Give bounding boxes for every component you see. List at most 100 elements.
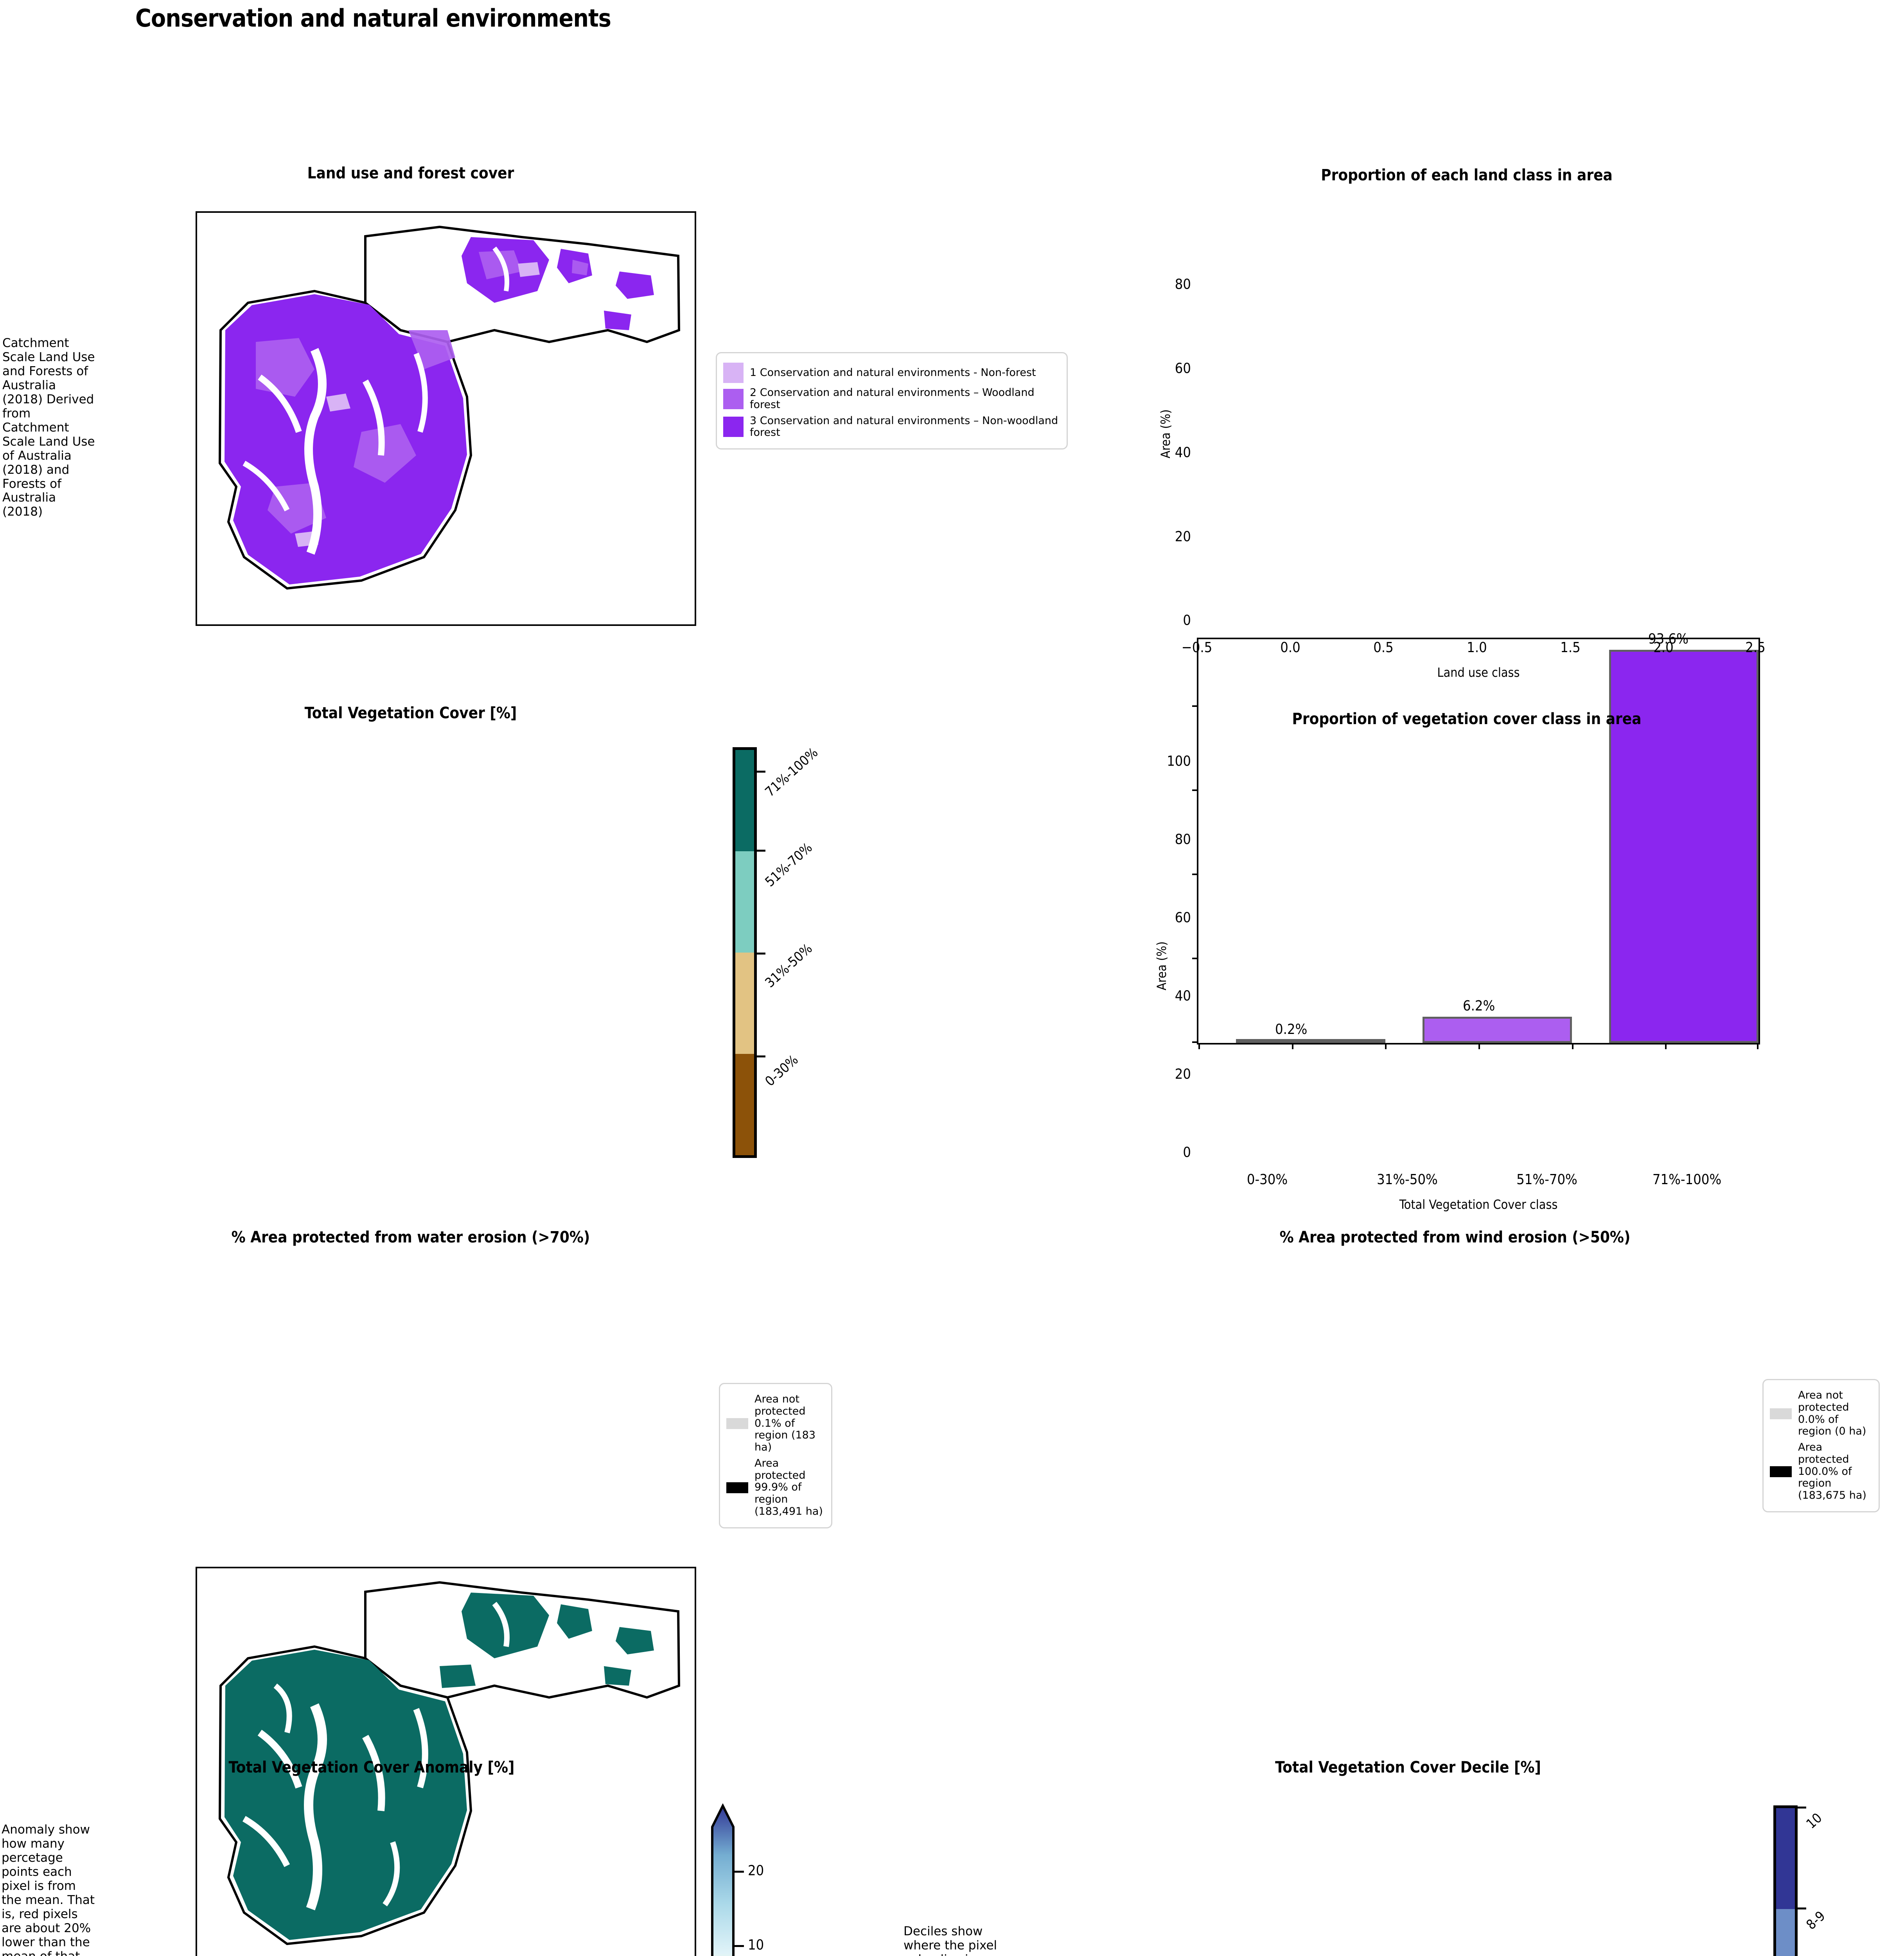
colorbar-label-10: 10 <box>748 1937 764 1953</box>
veg-cover-map-canvas <box>218 1581 681 1945</box>
x-tick-mark <box>1757 1043 1759 1049</box>
bar-class-0 <box>1236 1039 1385 1043</box>
decile-colorbar <box>1773 1805 1798 1956</box>
colorbar-band-8-9 <box>1776 1909 1795 1956</box>
colorbar-band-71-100 <box>735 750 754 851</box>
legend-label: 3 Conservation and natural environments … <box>750 414 1058 439</box>
legend-item: Area protected 100.0% of region (183,675… <box>1770 1441 1872 1502</box>
veg-cover-map[interactable] <box>196 1567 696 1956</box>
colorbar-tick <box>757 771 765 773</box>
x-tick-mark <box>1572 1043 1573 1049</box>
x-tick-mark <box>1292 1043 1293 1049</box>
legend-label: 1 Conservation and natural environments … <box>750 366 1036 379</box>
x-tick-mark <box>1478 1043 1480 1049</box>
x-tick-mark <box>1385 1043 1387 1049</box>
y-tick-label: 80 <box>1175 276 1191 293</box>
land-use-map-caption: Catchment Scale Land Use and Forests of … <box>2 336 95 519</box>
colorbar-label-51-70: 51%-70% <box>762 840 815 890</box>
legend-item: Area not protected 0.0% of region (0 ha) <box>1770 1389 1872 1438</box>
legend-item: 3 Conservation and natural environments … <box>723 415 1060 439</box>
colorbar-band-0-30 <box>735 1054 754 1155</box>
colorbar-label-20: 20 <box>748 1863 764 1879</box>
colorbar-tick <box>757 953 765 955</box>
bar-label-class-1: 6.2% <box>1463 998 1495 1014</box>
veg-class-chart-title: Proportion of vegetation cover class in … <box>1292 710 1642 728</box>
y-tick-mark <box>1192 705 1198 707</box>
legend-swatch-class3 <box>723 417 744 437</box>
x-tick-mark <box>1198 1043 1200 1049</box>
colorbar-label-71-100: 71%-100% <box>762 744 821 800</box>
x-tick-label: 1.0 <box>1467 640 1487 656</box>
y-tick-mark <box>1192 874 1198 875</box>
legend-label: Area not protected 0.1% of region (183 h… <box>754 1393 816 1454</box>
legend-label: Area protected 100.0% of region (183,675… <box>1798 1441 1866 1502</box>
y-tick-label: 80 <box>1175 831 1191 848</box>
land-class-chart-plot[interactable]: 0.2% 6.2% 93.6% <box>1192 631 1760 1049</box>
x-axis-label: Land use class <box>1437 665 1520 680</box>
water-erosion-map-title: % Area protected from water erosion (>70… <box>231 1228 590 1246</box>
y-tick-label: 100 <box>1167 753 1191 769</box>
y-tick-label: 60 <box>1175 360 1191 377</box>
legend-swatch-protected <box>726 1482 748 1493</box>
veg-cover-colorbar <box>733 747 757 1158</box>
y-tick-mark <box>1192 1041 1198 1043</box>
bar-class-2 <box>1609 650 1759 1043</box>
colorbar-band-51-70 <box>735 851 754 953</box>
x-tick-label: −0.5 <box>1181 640 1212 656</box>
y-tick-mark <box>1192 789 1198 791</box>
x-tick-label: 2.5 <box>1745 640 1766 656</box>
colorbar-tick <box>1798 1907 1806 1909</box>
anomaly-map-caption: Anomaly show how many percetage points e… <box>2 1823 95 1956</box>
legend-label: 2 Conservation and natural environments … <box>750 387 1035 411</box>
colorbar-tick <box>757 1055 765 1057</box>
colorbar-label-31-50: 31%-50% <box>762 940 815 991</box>
colorbar-tick <box>735 1945 744 1947</box>
y-tick-label: 0 <box>1183 612 1191 629</box>
decile-map-title: Total Vegetation Cover Decile [%] <box>1275 1758 1541 1776</box>
land-use-map-title: Land use and forest cover <box>307 164 514 182</box>
bar-class-1 <box>1423 1017 1572 1043</box>
veg-cover-map-title: Total Vegetation Cover [%] <box>304 704 517 722</box>
legend-label: Area protected 99.9% of region (183,491 … <box>754 1457 823 1517</box>
land-use-legend: 1 Conservation and natural environments … <box>716 352 1068 450</box>
bar-label-class-2: 93.6% <box>1648 631 1688 647</box>
legend-swatch-not-protected <box>1770 1408 1792 1419</box>
colorbar-tick <box>757 850 765 852</box>
colorbar-tick <box>1798 1807 1806 1809</box>
x-tick-label: 0.0 <box>1280 640 1300 656</box>
y-tick-label: 20 <box>1175 529 1191 545</box>
y-axis-label: Area (%) <box>1158 409 1173 458</box>
colorbar-label-0-30: 0-30% <box>762 1052 801 1089</box>
anomaly-map-title: Total Vegetation Cover Anomaly [%] <box>228 1758 515 1776</box>
y-tick-mark <box>1192 958 1198 959</box>
legend-item: 1 Conservation and natural environments … <box>723 363 1060 383</box>
x-tick-label: 31%-50% <box>1377 1172 1438 1188</box>
x-tick-label: 1.5 <box>1560 640 1581 656</box>
x-axis-label: Total Vegetation Cover class <box>1399 1197 1558 1212</box>
water-erosion-legend: Area not protected 0.1% of region (183 h… <box>719 1383 832 1528</box>
land-use-map[interactable] <box>196 211 696 626</box>
x-tick-label: 2.0 <box>1653 640 1674 656</box>
land-class-chart-title: Proportion of each land class in area <box>1321 166 1613 184</box>
wind-erosion-legend: Area not protected 0.0% of region (0 ha)… <box>1762 1379 1880 1512</box>
legend-swatch-protected <box>1770 1466 1792 1477</box>
bar-label-class-0: 0.2% <box>1275 1021 1308 1037</box>
legend-item: Area protected 99.9% of region (183,491 … <box>726 1457 825 1518</box>
anomaly-colorbar <box>710 1803 736 1956</box>
x-tick-label: 0-30% <box>1247 1172 1288 1188</box>
legend-swatch-class1 <box>723 363 744 383</box>
colorbar-band-10 <box>1776 1808 1795 1909</box>
colorbar-label-10: 10 <box>1803 1810 1825 1832</box>
legend-swatch-not-protected <box>726 1418 748 1429</box>
legend-item: 2 Conservation and natural environments … <box>723 387 1060 411</box>
x-tick-label: 71%-100% <box>1652 1172 1722 1188</box>
y-tick-label: 40 <box>1175 988 1191 1004</box>
colorbar-label-8-9: 8-9 <box>1803 1908 1829 1933</box>
page-title: Conservation and natural environments <box>135 4 611 32</box>
legend-swatch-class2 <box>723 388 744 409</box>
colorbar-band-31-50 <box>735 953 754 1054</box>
x-tick-label: 0.5 <box>1373 640 1394 656</box>
x-tick-label: 51%-70% <box>1516 1172 1577 1188</box>
y-tick-label: 60 <box>1175 910 1191 926</box>
legend-item: Area not protected 0.1% of region (183 h… <box>726 1393 825 1454</box>
